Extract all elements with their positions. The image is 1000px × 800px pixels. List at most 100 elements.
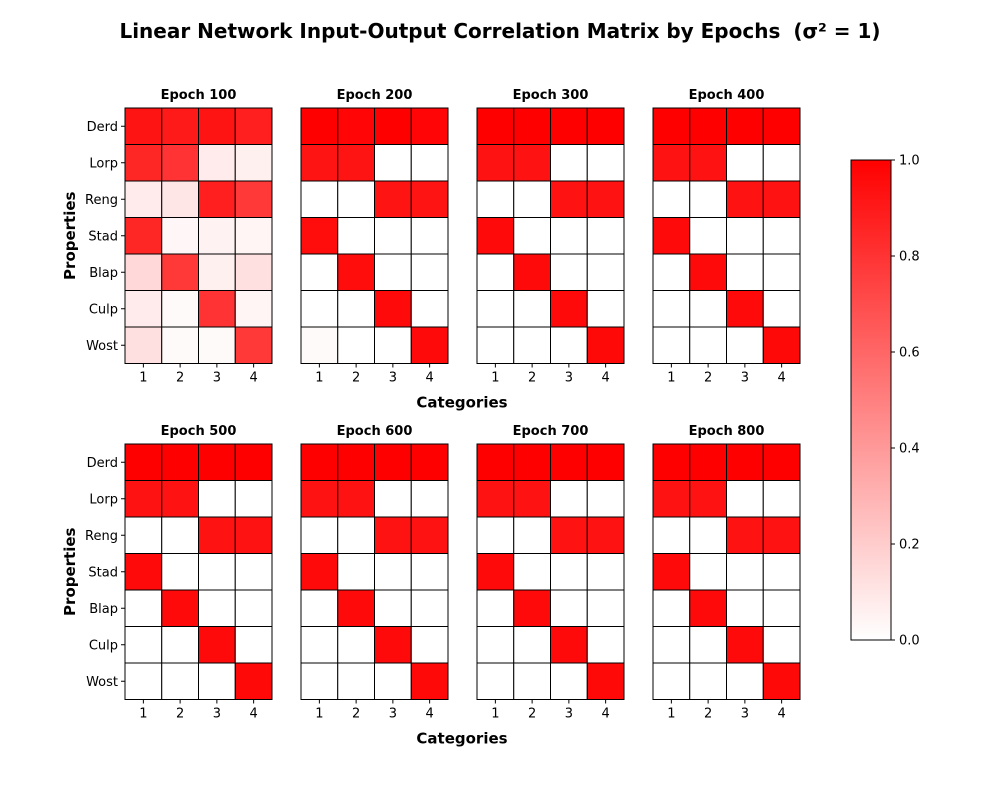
colorbar-tick-label: 0.0	[899, 634, 920, 649]
panel-title: Epoch 300	[513, 88, 589, 103]
heatmap-cell	[161, 589, 199, 627]
heatmap-cell	[234, 217, 273, 255]
heatmap-cell	[198, 326, 236, 364]
heatmap-cell	[762, 443, 801, 481]
heatmap-cell	[689, 107, 727, 145]
heatmap-cell	[550, 144, 588, 182]
panel-title: Epoch 200	[337, 88, 413, 103]
x-tick-label: 1	[315, 371, 323, 386]
heatmap-cell	[762, 253, 801, 291]
x-tick-label: 3	[565, 707, 573, 722]
heatmap-cell	[586, 553, 625, 591]
heatmap-cell	[234, 326, 273, 364]
heatmap-cell	[374, 180, 412, 218]
heatmap-cell	[586, 290, 625, 328]
heatmap-cell	[198, 443, 236, 481]
x-tick-label: 2	[704, 707, 712, 722]
heatmap-cell	[513, 144, 551, 182]
heatmap-cell	[374, 443, 412, 481]
x-axis-label: Categories	[416, 730, 507, 748]
heatmap-cell	[762, 662, 801, 700]
x-tick-label: 2	[352, 707, 360, 722]
heatmap-cell	[476, 662, 515, 700]
x-tick-label: 2	[176, 371, 184, 386]
heatmap-cell	[337, 553, 375, 591]
colorbar-gradient	[850, 159, 892, 641]
panel-title: Epoch 700	[513, 424, 589, 439]
heatmap-panel: Epoch 400 1 2 3 4	[652, 88, 801, 386]
heatmap-cell	[476, 253, 515, 291]
heatmap-cell	[410, 662, 449, 700]
heatmap-cell	[586, 217, 625, 255]
heatmap-cell	[124, 107, 163, 145]
heatmap-cell	[550, 589, 588, 627]
heatmap-cell	[410, 290, 449, 328]
colorbar-tick-label: 0.4	[899, 442, 920, 457]
figure-title-suffix: (σ² = 1)	[793, 19, 880, 43]
heatmap-cell	[124, 553, 163, 591]
heatmap-cell	[762, 217, 801, 255]
y-tick-label: Reng	[85, 529, 118, 544]
heatmap-cell	[234, 290, 273, 328]
heatmap-cell	[410, 326, 449, 364]
heatmap-cell	[198, 516, 236, 554]
y-tick-label: Stad	[88, 565, 118, 580]
heatmap-cell	[476, 217, 515, 255]
colorbar-tick-label: 0.6	[899, 346, 920, 361]
x-tick-label: 2	[352, 371, 360, 386]
x-tick-label: 3	[741, 371, 749, 386]
y-tick-label: Culp	[89, 302, 118, 317]
heatmap-cell	[689, 326, 727, 364]
heatmap-cell	[652, 626, 691, 664]
heatmap-cell	[726, 144, 764, 182]
heatmap-cell	[726, 180, 764, 218]
heatmap-cell	[726, 107, 764, 145]
heatmap-cell	[198, 290, 236, 328]
heatmap-cell	[550, 516, 588, 554]
heatmap-cell	[476, 144, 515, 182]
heatmap-cell	[586, 107, 625, 145]
heatmap-cell	[726, 662, 764, 700]
heatmap-cell	[689, 180, 727, 218]
heatmap-cell	[689, 589, 727, 627]
heatmap-cell	[652, 144, 691, 182]
heatmap-cell	[198, 180, 236, 218]
heatmap-cell	[234, 589, 273, 627]
panel-frame	[652, 443, 801, 700]
heatmap-panel: Epoch 300 1 2 3 4	[476, 88, 625, 386]
heatmap-cell	[410, 626, 449, 664]
panel-title: Epoch 100	[161, 88, 237, 103]
heatmap-cell	[124, 326, 163, 364]
heatmap-cell	[300, 107, 339, 145]
heatmap-cell	[726, 553, 764, 591]
y-tick-label: Derd	[87, 120, 118, 135]
heatmap-panel: Epoch 500 1 2 3 4 Derd Lorp Reng Stad Blap Culp Wos…	[61, 424, 273, 722]
heatmap-cell	[124, 290, 163, 328]
colorbar-tick-label: 0.8	[899, 250, 920, 265]
heatmap-cell	[586, 589, 625, 627]
heatmap-cell	[337, 626, 375, 664]
heatmap-cell	[513, 662, 551, 700]
heatmap-cell	[476, 443, 515, 481]
heatmap-cell	[300, 553, 339, 591]
heatmap-cell	[198, 553, 236, 591]
heatmap-cell	[550, 217, 588, 255]
heatmap-cell	[124, 589, 163, 627]
heatmap-cell	[337, 290, 375, 328]
heatmap-cell	[586, 626, 625, 664]
y-axis-label: Properties	[61, 191, 79, 279]
heatmap-cell	[198, 480, 236, 518]
panel-frame	[652, 107, 801, 364]
heatmap-cell	[726, 217, 764, 255]
heatmap-cell	[550, 253, 588, 291]
heatmap-cell	[374, 516, 412, 554]
heatmap-cell	[513, 290, 551, 328]
heatmap-cell	[300, 180, 339, 218]
heatmap-cell	[124, 144, 163, 182]
heatmap-cell	[161, 217, 199, 255]
heatmap-cell	[410, 217, 449, 255]
heatmap-cell	[161, 480, 199, 518]
x-tick-label: 1	[667, 371, 675, 386]
heatmap-cell	[689, 290, 727, 328]
heatmap-cell	[762, 290, 801, 328]
